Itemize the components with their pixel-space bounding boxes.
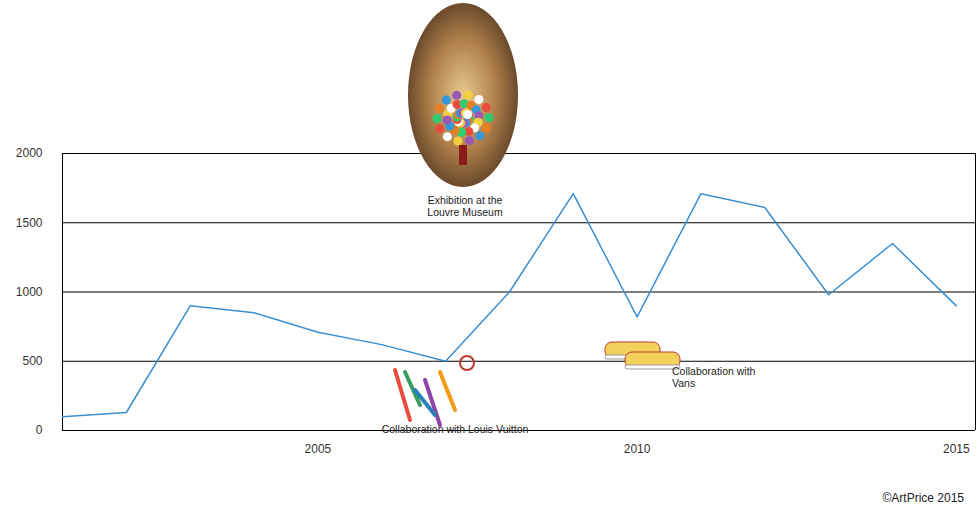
svg-text:Collaboration withVans: Collaboration withVans bbox=[672, 365, 756, 389]
svg-text:1000: 1000 bbox=[16, 285, 43, 299]
svg-text:1500: 1500 bbox=[16, 216, 43, 230]
svg-text:Exhibition at theLouvre Museum: Exhibition at theLouvre Museum bbox=[427, 194, 503, 218]
svg-text:500: 500 bbox=[22, 354, 42, 368]
svg-text:Collaboration with Louis Vuitt: Collaboration with Louis Vuitton bbox=[382, 423, 529, 435]
svg-text:2005: 2005 bbox=[305, 442, 332, 456]
svg-text:2000: 2000 bbox=[16, 146, 43, 160]
html-text:©ArtPrice 2015: ©ArtPrice 2015 bbox=[882, 491, 964, 505]
svg-text:0: 0 bbox=[36, 423, 43, 437]
svg-text:2015: 2015 bbox=[943, 442, 970, 456]
svg-text:2010: 2010 bbox=[624, 442, 651, 456]
